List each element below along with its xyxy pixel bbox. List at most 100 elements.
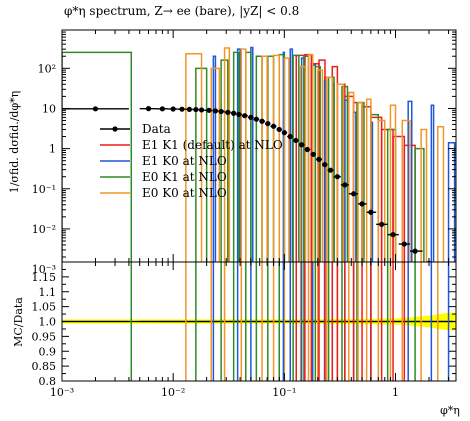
data-point bbox=[265, 120, 271, 127]
legend-label: E1 K0 at NLO bbox=[142, 154, 227, 168]
legend-marker-data bbox=[112, 126, 118, 132]
data-point bbox=[327, 167, 334, 173]
mc-bin-2-6 bbox=[255, 55, 263, 262]
xtick-label: 1 bbox=[392, 386, 399, 399]
ratio-ytick-label: 0.95 bbox=[32, 330, 57, 343]
data-point bbox=[242, 113, 248, 119]
mc-bin-1-12 bbox=[407, 100, 413, 262]
mc-bin-3-2 bbox=[223, 47, 231, 262]
ratio-uncertainty-band bbox=[62, 312, 456, 331]
data-point bbox=[225, 109, 231, 115]
mc-bin-2-13 bbox=[341, 85, 349, 262]
data-point bbox=[248, 114, 254, 120]
xtick-label: 10⁻² bbox=[161, 386, 185, 399]
xaxis-label: φ*η bbox=[440, 404, 460, 417]
data-point bbox=[206, 107, 212, 113]
ratio-ytick-label: 0.9 bbox=[39, 345, 57, 358]
data-point bbox=[193, 106, 199, 113]
ratio-ytick-label: 1.15 bbox=[32, 271, 57, 284]
data-point bbox=[170, 106, 176, 112]
legend-label: E1 K1 (default) at NLO bbox=[142, 138, 283, 152]
data-point bbox=[231, 110, 237, 116]
mc-bin-2-9 bbox=[292, 54, 300, 262]
mc-bin-3-17 bbox=[401, 119, 411, 262]
data-point bbox=[368, 209, 374, 215]
mc-bin-2-16 bbox=[386, 128, 397, 262]
main-ytick-label: 10⁻² bbox=[32, 223, 56, 236]
mc-bin-2-1 bbox=[131, 267, 173, 309]
data-point bbox=[198, 107, 205, 113]
main-ytick-label: 10⁻³ bbox=[32, 263, 56, 276]
mc-bin-3-4 bbox=[261, 55, 268, 262]
mc-bin-2-0 bbox=[62, 51, 133, 262]
mc-bin-2-11 bbox=[314, 65, 321, 262]
data-point bbox=[270, 123, 277, 129]
mc-bin-3-1 bbox=[210, 67, 221, 262]
mc-bin-2-17 bbox=[414, 147, 425, 262]
main-ytick-label: 1 bbox=[49, 143, 56, 156]
data-point bbox=[342, 182, 348, 188]
legend-label: Data bbox=[142, 122, 171, 136]
ratio-ytick-label: 1.05 bbox=[32, 301, 57, 314]
data-point bbox=[401, 241, 407, 247]
mc-bin-3-19 bbox=[437, 126, 445, 262]
chart-title: φ*η spectrum, Z→ ee (bare), |yZ| < 0.8 bbox=[64, 4, 299, 18]
data-point bbox=[287, 133, 293, 140]
main-ytick-label: 10⁻¹ bbox=[32, 183, 56, 196]
mc-bin-3-8 bbox=[307, 53, 314, 262]
mc-bin-3-0 bbox=[185, 53, 203, 262]
data-point bbox=[322, 161, 328, 168]
mc-bin-1-1 bbox=[236, 48, 241, 262]
data-point bbox=[145, 106, 152, 112]
mc-bin-3-15 bbox=[377, 119, 386, 262]
mc-bin-2-4 bbox=[232, 51, 240, 262]
legend-label: E0 K1 at NLO bbox=[142, 170, 227, 184]
main-ylabel: 1/σfid. dσfid./dφ*η bbox=[8, 91, 21, 194]
data-point bbox=[334, 174, 340, 180]
mc-bin-3-6 bbox=[283, 57, 290, 262]
mc-bin-3-13 bbox=[357, 101, 363, 262]
data-point bbox=[236, 111, 242, 118]
data-point bbox=[299, 142, 305, 148]
ratio-ytick-label: 0.8 bbox=[39, 375, 57, 388]
data-point bbox=[186, 106, 193, 112]
mc-bin-3-12 bbox=[348, 91, 355, 262]
legend: Data E1 K1 (default) at NLO E1 K0 at NLO E0… bbox=[100, 122, 283, 200]
mc-bin-3-10 bbox=[325, 76, 334, 262]
data-point bbox=[443, 273, 448, 278]
mc-bin-2-7 bbox=[267, 55, 275, 262]
mc-histograms bbox=[62, 46, 456, 309]
data-point bbox=[276, 126, 282, 133]
ratio-ylabel: MC/Data bbox=[12, 297, 25, 347]
data-points bbox=[62, 106, 448, 278]
mc-bin-0-5 bbox=[331, 65, 339, 262]
data-point bbox=[390, 232, 396, 238]
mc-bin-3-7 bbox=[299, 65, 307, 262]
data-point bbox=[379, 221, 385, 227]
data-point bbox=[293, 137, 299, 144]
mc-bin-3-9 bbox=[317, 69, 324, 262]
ratio-ytick-label: 1.1 bbox=[39, 286, 57, 299]
axes: 10² 10 1 10⁻¹ 10⁻² 10⁻³ 10⁻³ 10⁻² 10⁻¹ 1 0.8 0.85 0.… bbox=[32, 29, 457, 399]
mc-bin-1-13 bbox=[430, 104, 435, 262]
data-point bbox=[351, 191, 357, 197]
data-point bbox=[159, 106, 165, 112]
ratio-ytick-label: 0.85 bbox=[32, 360, 57, 373]
legend-label: E0 K0 at NLO bbox=[142, 186, 227, 200]
data-point bbox=[304, 146, 310, 153]
main-ytick-label: 10² bbox=[38, 62, 56, 75]
xtick-label: 10⁻³ bbox=[50, 386, 74, 399]
data-point bbox=[259, 118, 265, 124]
data-point bbox=[92, 106, 99, 112]
mc-bin-3-14 bbox=[365, 98, 372, 262]
main-ytick-label: 10 bbox=[42, 102, 56, 115]
mc-bin-3-3 bbox=[240, 48, 247, 262]
mc-bin-2-5 bbox=[245, 51, 252, 262]
data-point bbox=[218, 108, 224, 115]
mc-bin-1-4 bbox=[289, 48, 294, 262]
data-point bbox=[179, 106, 185, 112]
data-point bbox=[253, 116, 259, 122]
data-point bbox=[359, 201, 365, 207]
mc-bin-3-5 bbox=[272, 54, 281, 262]
data-point bbox=[310, 151, 316, 157]
